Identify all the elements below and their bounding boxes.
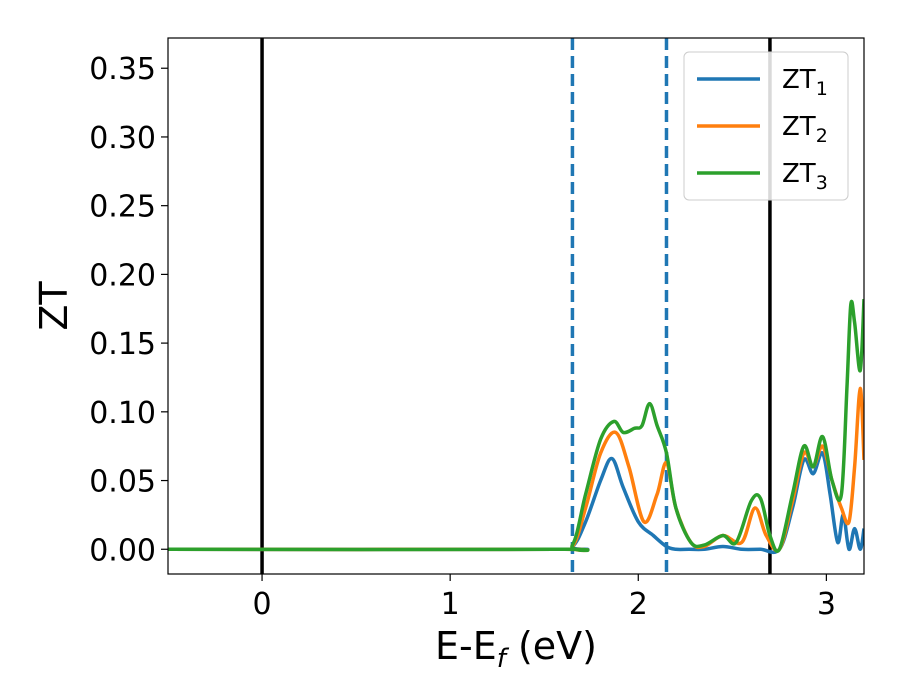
x-tick-label: 0 bbox=[253, 587, 272, 622]
series-line-zt2 bbox=[168, 386, 864, 553]
x-axis: 0 1 2 3 bbox=[253, 574, 836, 622]
y-axis: 0.00 0.05 0.10 0.15 0.20 0.25 0.30 0.35 bbox=[89, 52, 168, 568]
series-line-zt3 bbox=[168, 299, 864, 553]
y-tick-label: 0.05 bbox=[89, 465, 156, 500]
y-tick-label: 0.15 bbox=[89, 327, 156, 362]
legend-label-zt1: ZT1 bbox=[782, 65, 828, 100]
y-tick-label: 0.30 bbox=[89, 121, 156, 156]
legend-label-zt2: ZT2 bbox=[782, 112, 828, 147]
legend-label-zt3: ZT3 bbox=[782, 159, 828, 194]
plot-frame bbox=[167, 37, 865, 575]
y-tick-label: 0.00 bbox=[89, 533, 156, 568]
y-tick-label: 0.25 bbox=[89, 190, 156, 225]
series-line-zt1 bbox=[168, 451, 864, 555]
x-tick-label: 2 bbox=[629, 587, 648, 622]
x-tick-label: 1 bbox=[441, 587, 460, 622]
legend: ZT1 ZT2 ZT3 bbox=[683, 51, 849, 201]
y-tick-label: 0.20 bbox=[89, 258, 156, 293]
legend-box bbox=[683, 51, 849, 201]
x-tick-label: 3 bbox=[817, 587, 836, 622]
y-tick-label: 0.35 bbox=[89, 52, 156, 87]
x-axis-label: E-Ef (eV) bbox=[435, 624, 597, 674]
y-axis-label: ZT bbox=[32, 281, 76, 331]
y-tick-label: 0.10 bbox=[89, 396, 156, 431]
